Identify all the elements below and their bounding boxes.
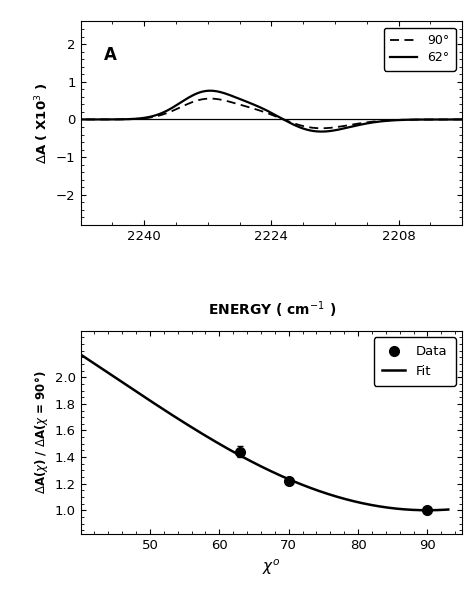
Legend: 90°, 62°: 90°, 62° <box>383 28 456 71</box>
Y-axis label: $\Delta$A ( X10$^3$ ): $\Delta$A ( X10$^3$ ) <box>33 83 51 164</box>
Y-axis label: $\Delta$A($\chi$) / $\Delta$A($\chi$ = 90°): $\Delta$A($\chi$) / $\Delta$A($\chi$ = 9… <box>34 371 50 494</box>
Text: ENERGY ( cm$^{-1}$ ): ENERGY ( cm$^{-1}$ ) <box>209 300 337 321</box>
Legend: Data, Fit: Data, Fit <box>374 337 456 386</box>
Text: A: A <box>103 46 116 64</box>
X-axis label: $\chi^o$: $\chi^o$ <box>262 558 281 577</box>
